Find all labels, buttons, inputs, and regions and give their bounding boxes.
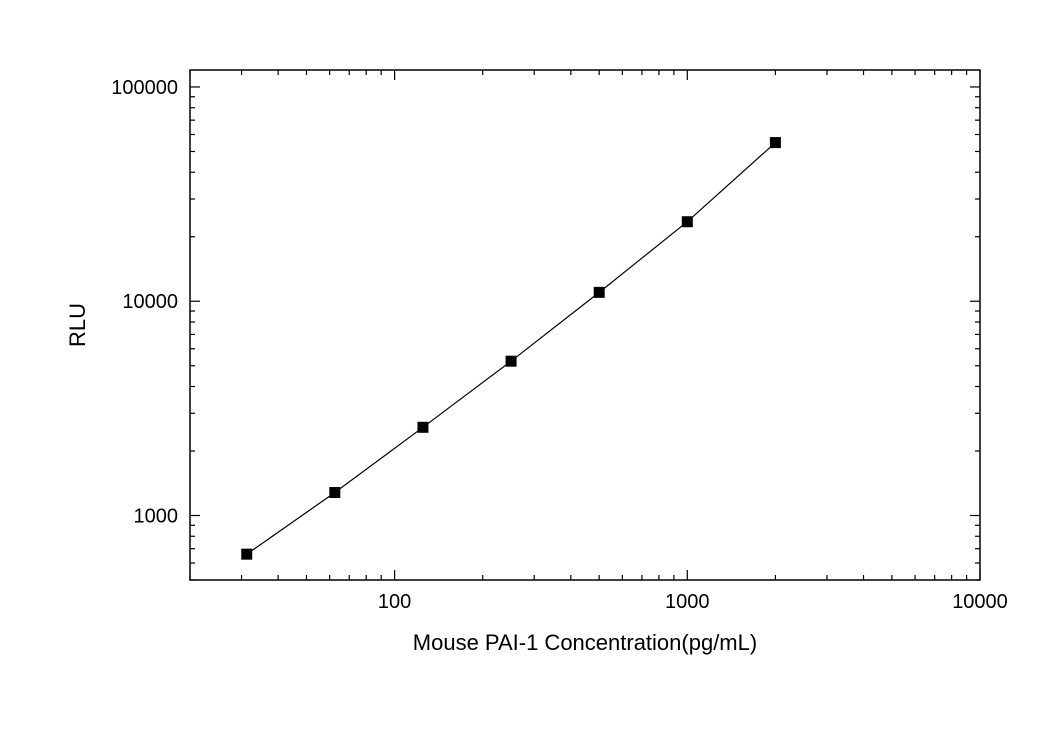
chart-container: 100 1000 10000 1000 10000 100000 Mouse PAI-1 C… <box>0 0 1060 744</box>
y-axis-label: RLU <box>65 303 90 347</box>
data-marker <box>770 137 781 148</box>
y-tick-label: 1000 <box>134 505 179 527</box>
x-tick-label: 10000 <box>952 591 1008 613</box>
y-tick-label: 10000 <box>122 291 178 313</box>
data-marker <box>682 216 693 227</box>
x-axis-label: Mouse PAI-1 Concentration(pg/mL) <box>413 630 757 655</box>
data-marker <box>417 422 428 433</box>
x-tick-label: 1000 <box>665 591 710 613</box>
data-marker <box>329 487 340 498</box>
data-marker <box>506 356 517 367</box>
chart-svg: 100 1000 10000 1000 10000 100000 Mouse PAI-1 C… <box>0 0 1060 744</box>
y-tick-label: 100000 <box>111 77 178 99</box>
x-tick-label: 100 <box>378 591 411 613</box>
data-marker <box>241 549 252 560</box>
data-marker <box>594 287 605 298</box>
